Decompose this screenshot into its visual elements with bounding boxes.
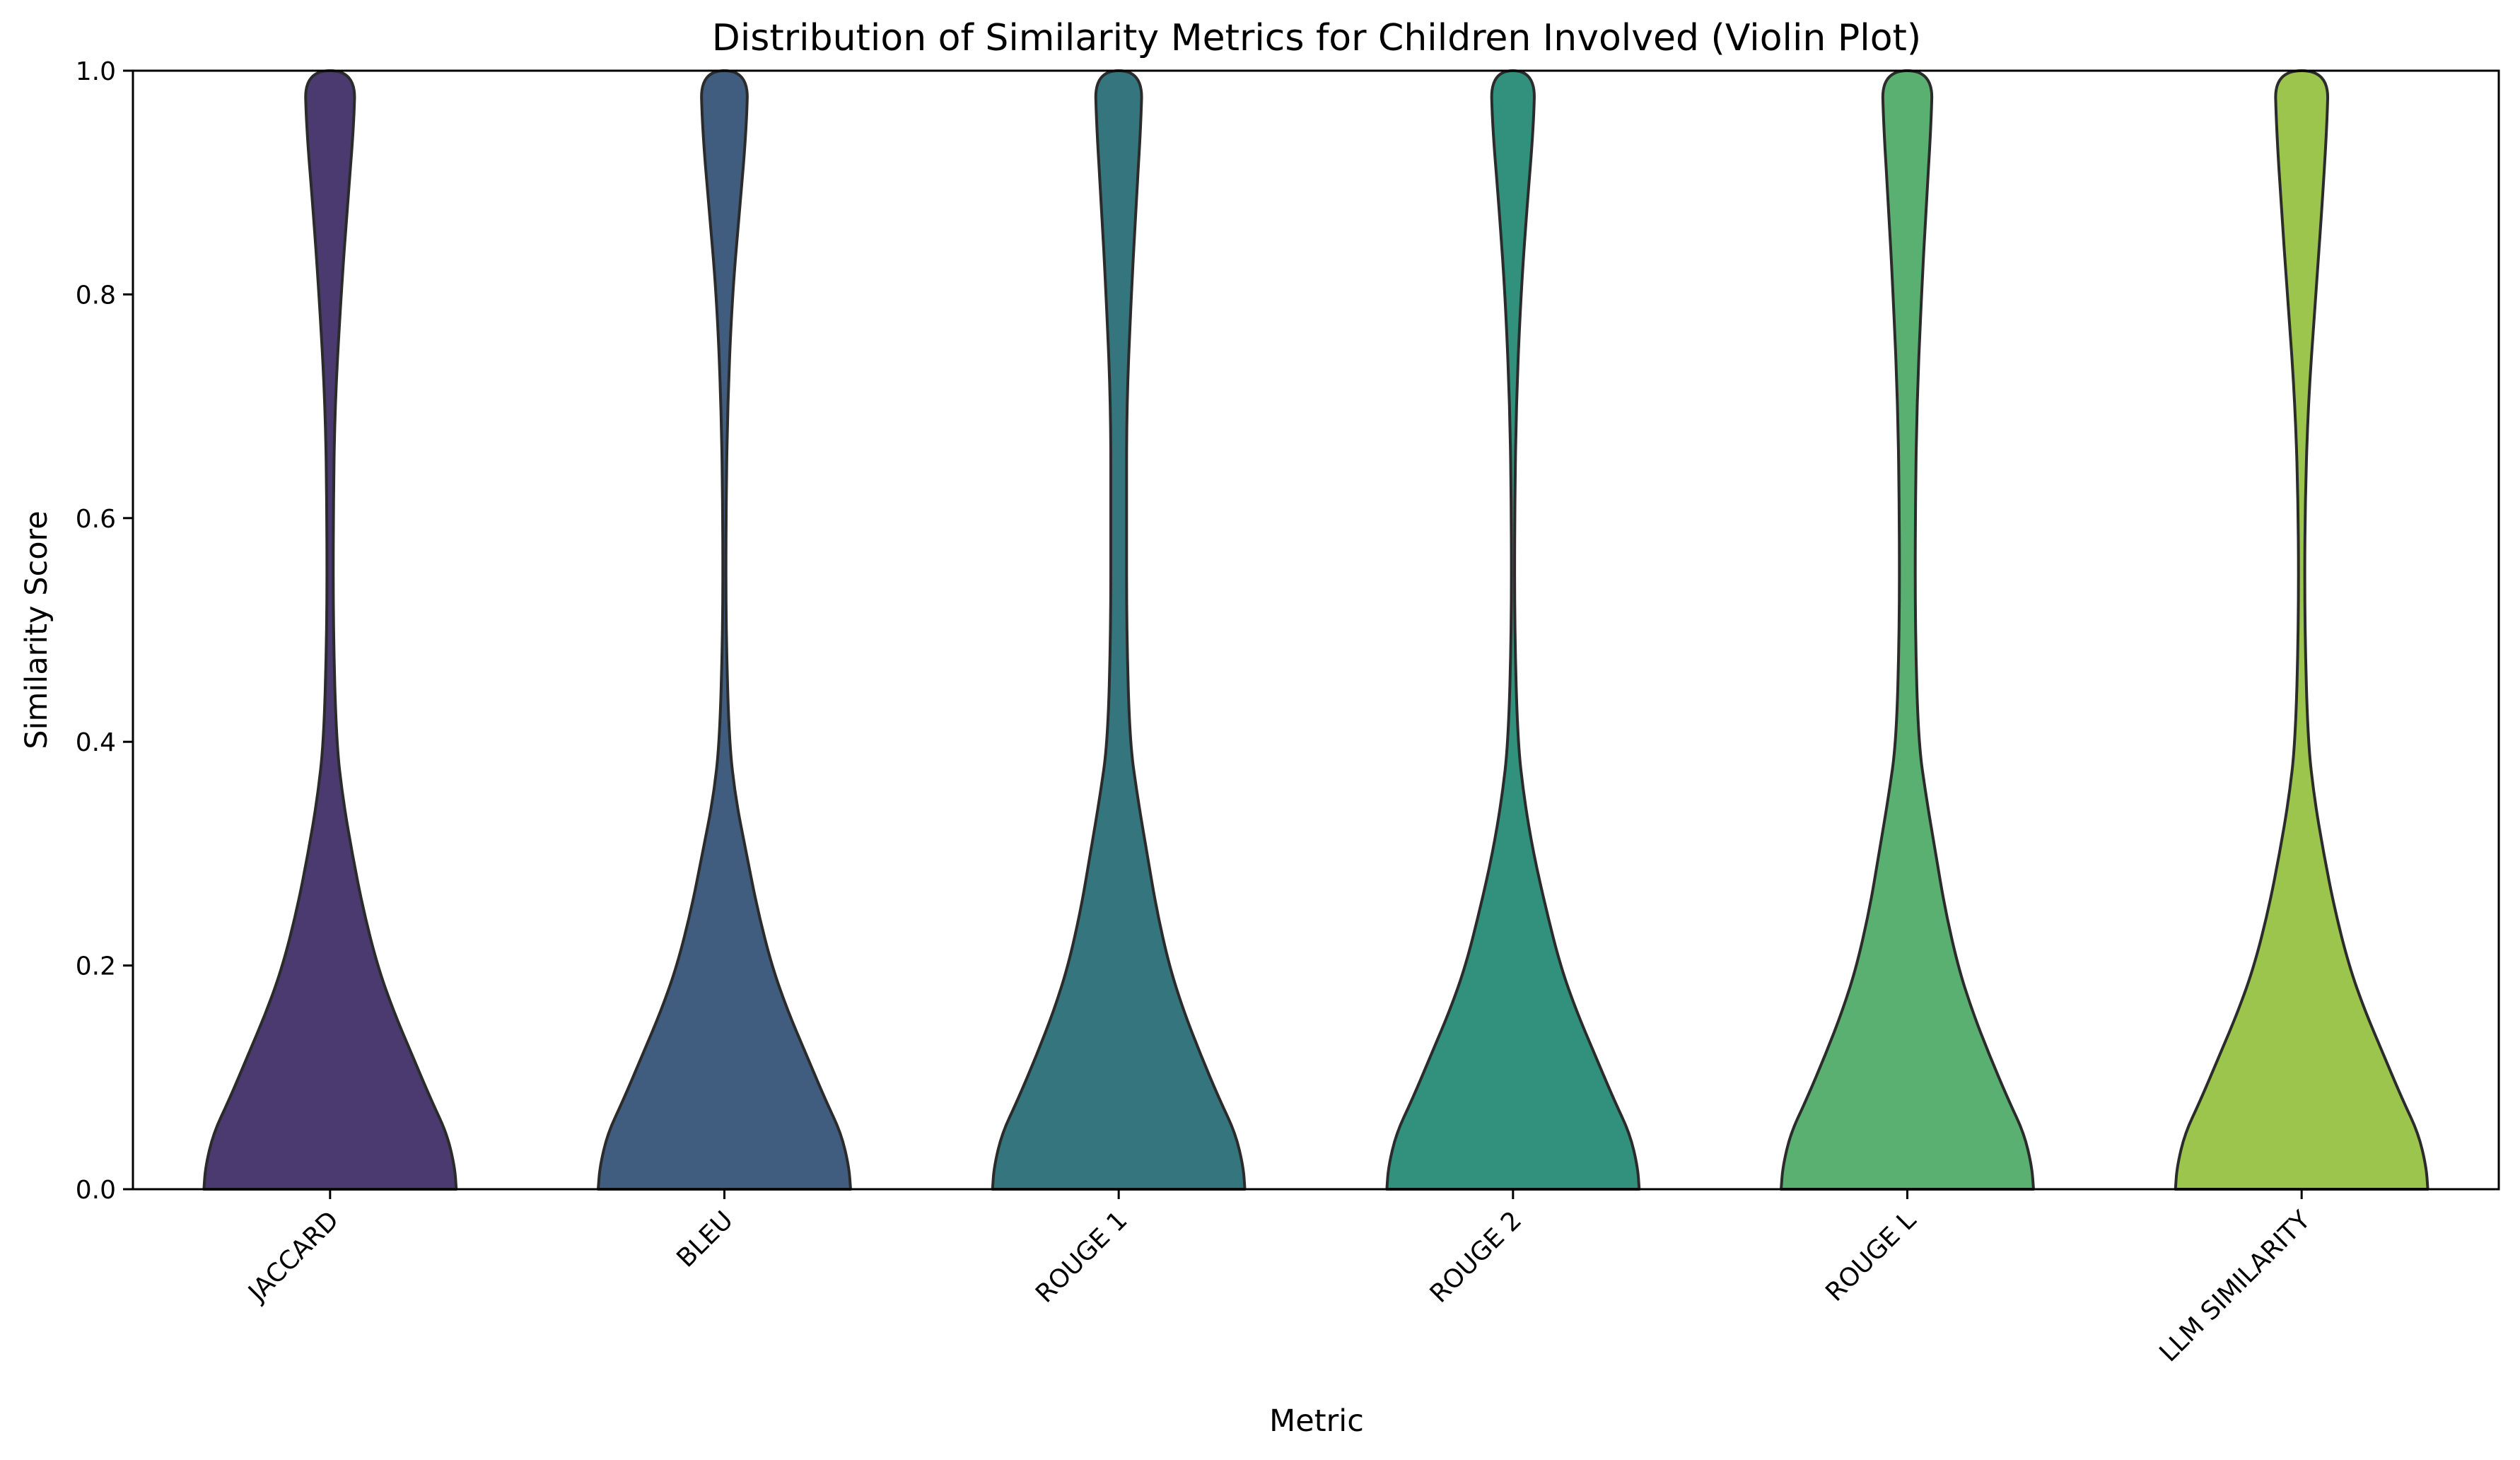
plot-frame bbox=[132, 69, 2500, 1191]
violin-rouge-l bbox=[1780, 69, 2035, 1191]
y-tick-label: 0.8 bbox=[76, 281, 116, 310]
y-tick-label: 0.4 bbox=[76, 728, 116, 757]
violin-rouge-1 bbox=[991, 69, 1247, 1191]
violin-bleu bbox=[597, 69, 852, 1191]
violin-llm-similarity bbox=[2174, 69, 2429, 1191]
x-axis-label: Metric bbox=[1269, 1403, 1364, 1439]
y-axis: 0.0 0.2 0.4 0.6 0.8 1.0 bbox=[76, 57, 133, 1205]
chart-title: Distribution of Similarity Metrics for C… bbox=[712, 17, 1921, 59]
y-tick-label: 0.0 bbox=[76, 1176, 116, 1205]
violin-jaccard bbox=[202, 69, 458, 1191]
y-tick-label: 0.2 bbox=[76, 952, 116, 981]
violin-group bbox=[202, 69, 2429, 1191]
violin-rouge-2 bbox=[1385, 69, 1641, 1191]
y-tick-label: 1.0 bbox=[76, 57, 116, 86]
y-axis-label: Similarity Score bbox=[19, 510, 54, 749]
y-tick-label: 0.6 bbox=[76, 505, 116, 534]
